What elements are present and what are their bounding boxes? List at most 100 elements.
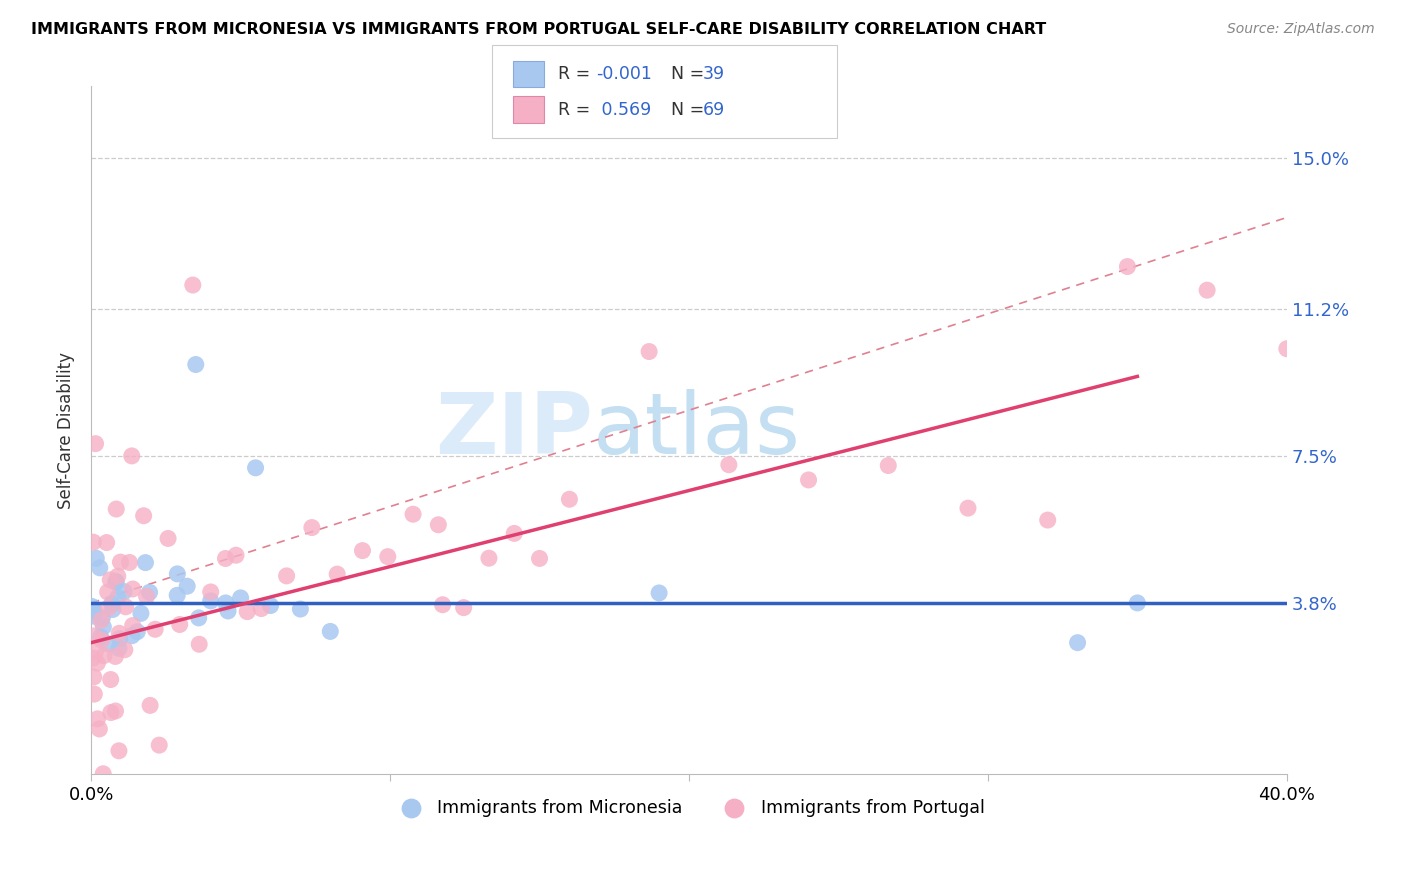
Text: ZIP: ZIP [436,389,593,472]
Point [112,584,135,599]
Point [529,551,551,566]
Point [118,556,141,570]
Point [82,651,104,665]
Point [259,599,281,613]
Point [105,575,128,590]
Text: R =: R = [558,101,596,119]
Point [90,614,112,628]
Point [1275,342,1298,356]
Point [717,458,740,472]
Point [104,704,127,718]
Point [105,574,128,589]
Point [114,599,136,614]
Point [96,535,118,549]
Point [200,585,222,599]
Point [108,626,131,640]
Point [83,629,105,643]
Point [105,502,128,516]
Point [200,594,222,608]
Point [217,604,239,618]
Point [1126,596,1149,610]
Text: 39: 39 [703,65,725,83]
Point [184,358,207,372]
Point [97,585,120,599]
Point [84,551,107,566]
Point [83,604,105,618]
Point [638,344,661,359]
Point [877,458,900,473]
Text: -0.001: -0.001 [596,65,652,83]
Point [91,610,114,624]
Point [797,473,820,487]
Legend: Immigrants from Micronesia, Immigrants from Portugal: Immigrants from Micronesia, Immigrants f… [387,791,991,823]
Point [181,278,204,293]
Point [143,622,166,636]
Point [1036,513,1059,527]
Point [97,600,120,615]
Point [135,590,157,604]
Point [187,611,209,625]
Point [100,673,122,687]
Point [250,601,273,615]
Point [352,543,374,558]
Point [225,548,247,562]
Point [93,620,115,634]
Text: 0.569: 0.569 [596,101,651,119]
Point [236,605,259,619]
Point [83,670,105,684]
Point [121,582,143,596]
Point [121,449,143,463]
Text: 69: 69 [703,101,725,119]
Point [245,460,267,475]
Text: R =: R = [558,65,596,83]
Point [166,566,188,581]
Point [1066,635,1088,649]
Y-axis label: Self-Care Disability: Self-Care Disability [58,351,75,508]
Text: Source: ZipAtlas.com: Source: ZipAtlas.com [1227,22,1375,37]
Point [110,555,132,569]
Point [648,586,671,600]
Point [157,532,180,546]
Point [129,607,152,621]
Point [100,706,122,720]
Point [1197,283,1219,297]
Point [86,712,108,726]
Point [101,597,124,611]
Point [188,637,211,651]
Point [108,744,131,758]
Point [83,687,105,701]
Point [86,656,108,670]
Point [98,573,121,587]
Point [127,624,149,639]
Point [229,591,252,605]
Point [108,641,131,656]
Point [93,648,115,663]
Point [80,599,103,614]
Text: IMMIGRANTS FROM MICRONESIA VS IMMIGRANTS FROM PORTUGAL SELF-CARE DISABILITY CORR: IMMIGRANTS FROM MICRONESIA VS IMMIGRANTS… [31,22,1046,37]
Point [89,722,111,736]
Point [83,604,105,618]
Text: N =: N = [671,101,710,119]
Point [134,556,156,570]
Point [108,632,131,646]
Point [402,507,425,521]
Point [107,591,129,605]
Point [215,596,238,610]
Point [90,633,112,648]
Point [114,642,136,657]
Text: atlas: atlas [593,389,801,472]
Point [90,630,112,644]
Text: N =: N = [671,65,710,83]
Point [121,629,143,643]
Point [377,549,399,564]
Point [558,492,581,507]
Point [453,600,475,615]
Point [84,644,107,658]
Point [176,579,198,593]
Point [326,567,349,582]
Point [319,624,342,639]
Point [478,551,501,566]
Point [148,738,170,752]
Point [91,766,114,780]
Point [432,598,454,612]
